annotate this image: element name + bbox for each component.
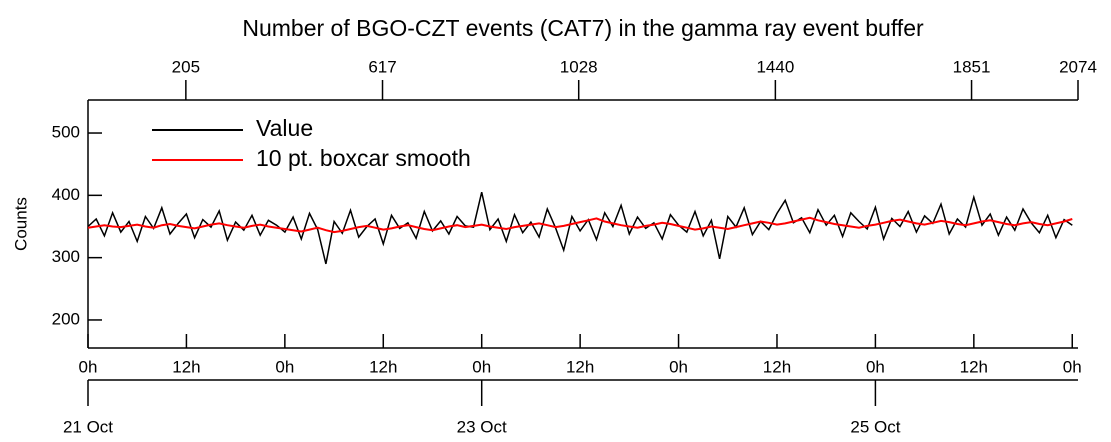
top-tick-label: 1028 [560,57,598,76]
legend-label: 10 pt. boxcar smooth [256,145,471,171]
date-tick-label: 23 Oct [457,417,507,436]
x-tick-label: 12h [566,357,594,376]
top-tick-label: 2074 [1059,57,1097,76]
top-tick-label: 205 [172,57,200,76]
top-tick-label: 1851 [953,57,991,76]
x-tick-label: 12h [369,357,397,376]
date-tick-label: 21 Oct [63,417,113,436]
y-tick-label: 300 [52,247,80,266]
x-tick-label: 0h [866,357,885,376]
x-tick-label: 0h [669,357,688,376]
line-series [87,216,1073,234]
line-series [87,192,1073,265]
y-tick-label: 200 [52,309,80,328]
y-tick-label: 400 [52,185,80,204]
x-tick-label: 12h [172,357,200,376]
x-tick-label: 12h [763,357,791,376]
y-tick-label: 500 [52,123,80,142]
x-tick-label: 0h [1063,357,1082,376]
x-tick-label: 0h [79,357,98,376]
top-tick-label: 617 [368,57,396,76]
x-tick-label: 0h [472,357,491,376]
x-tick-label: 12h [960,357,988,376]
top-tick-label: 1440 [756,57,794,76]
x-tick-label: 0h [275,357,294,376]
y-axis-label: Counts [11,197,30,251]
legend-label: Value [256,115,313,141]
chart-title: Number of BGO-CZT events (CAT7) in the g… [242,15,924,41]
date-tick-label: 25 Oct [850,417,900,436]
